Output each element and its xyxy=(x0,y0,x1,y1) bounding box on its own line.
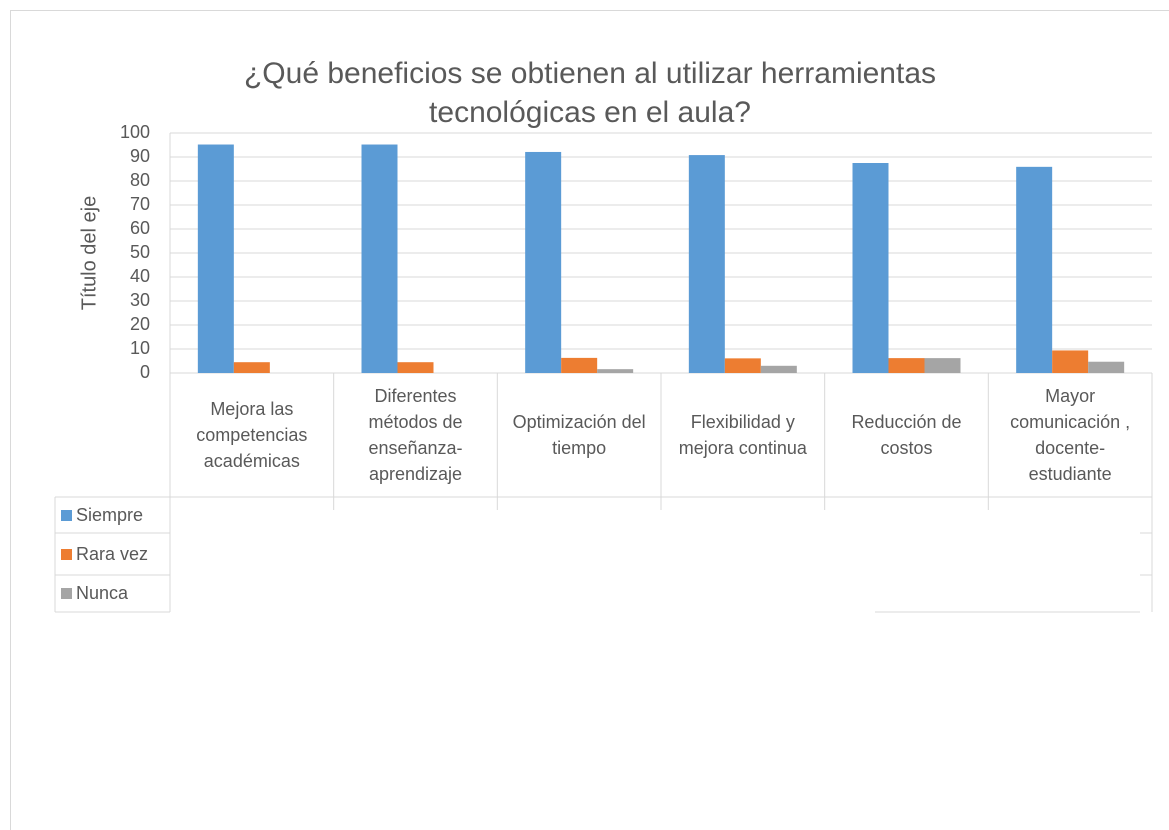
legend-key xyxy=(61,509,72,521)
legend-item: Siempre xyxy=(61,497,143,533)
y-tick-label: 80 xyxy=(130,170,150,190)
bar xyxy=(525,151,562,373)
bar xyxy=(361,144,398,373)
y-tick-label: 100 xyxy=(120,122,150,142)
chart-border xyxy=(10,10,1169,830)
category-label: Flexibilidad y mejora continua xyxy=(678,412,807,458)
category-label: Mejora las competencias académicas xyxy=(196,399,308,471)
bar xyxy=(197,144,234,373)
y-tick-label: 90 xyxy=(130,146,150,166)
legend-label: Nunca xyxy=(76,583,129,603)
bar xyxy=(1052,350,1089,373)
category-label: Optimización del tiempo xyxy=(512,412,646,458)
category-label: Reducción de costos xyxy=(851,412,962,458)
y-tick-label: 60 xyxy=(130,218,150,238)
bar xyxy=(888,358,925,373)
bar xyxy=(688,155,725,373)
legend-item: Nunca xyxy=(61,575,128,612)
y-tick-label: 10 xyxy=(130,338,150,358)
y-tick-label: 0 xyxy=(140,362,150,382)
chart-title: ¿Qué beneficios se obtienen al utilizar … xyxy=(244,57,936,129)
bar xyxy=(1016,166,1053,373)
y-tick-label: 70 xyxy=(130,194,150,214)
legend-key xyxy=(61,588,72,599)
bar xyxy=(852,163,889,373)
bar xyxy=(760,365,797,373)
y-tick-label: 50 xyxy=(130,242,150,262)
legend-key xyxy=(61,548,72,560)
bar xyxy=(561,357,598,373)
bar xyxy=(233,362,270,373)
legend-label: Siempre xyxy=(76,504,144,525)
bar xyxy=(924,358,961,373)
bar xyxy=(597,369,634,373)
legend-item: Rara vez xyxy=(61,533,148,575)
category-label: Diferentes métodos de enseñanza-aprendiz… xyxy=(368,386,463,484)
bar xyxy=(1088,361,1125,373)
category-label: Mayor comunicación , docente-estudiante xyxy=(1010,386,1131,484)
y-tick-label: 30 xyxy=(130,290,150,310)
y-tick-label: 20 xyxy=(130,314,150,334)
y-axis-title: Título del eje xyxy=(78,196,100,311)
bar xyxy=(724,358,761,373)
legend-label: Rara vez xyxy=(76,543,149,564)
bar xyxy=(397,362,434,373)
y-tick-label: 40 xyxy=(130,266,150,286)
